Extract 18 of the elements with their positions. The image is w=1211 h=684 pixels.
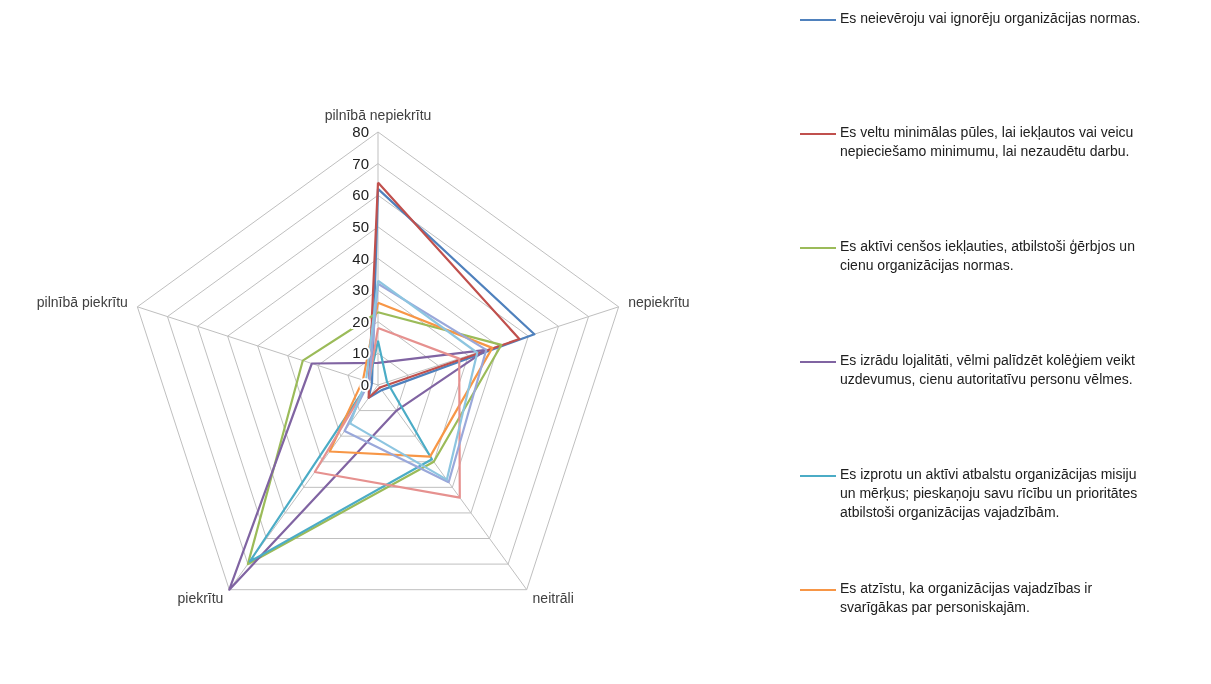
- legend-label: Es neievēroju vai ignorēju organizācijas normas.: [840, 10, 1141, 26]
- spoke-label: neitrāli: [532, 590, 574, 607]
- legend-label: Es atzīstu, ka organizācijas vajadzības ir svarīgākas par personiskajām.: [840, 580, 1093, 615]
- y-tick-label: 50: [352, 217, 369, 235]
- y-tick-label: 70: [352, 154, 369, 172]
- legend-label: Es izprotu un aktīvi atbalstu organizācijas misiju un mērķus; pieskaņoju savu rīcību un prioritātes atbilstoši organizācijas vajadzībām.: [840, 466, 1138, 520]
- y-tick-label: 30: [352, 281, 369, 299]
- y-tick-label: 10: [352, 344, 369, 362]
- y-tick-label: 60: [352, 186, 369, 204]
- legend-label: Es aktīvi cenšos iekļauties, atbilstoši ģērbjos un cienu organizācijas normas.: [840, 238, 1135, 273]
- spoke-label: nepiekrītu: [628, 294, 690, 311]
- spoke-label: pilnībā piekrītu: [36, 294, 128, 311]
- y-tick-label: 40: [352, 249, 369, 267]
- legend-label: Es izrādu lojalitāti, vēlmi palīdzēt kolēģiem veikt uzdevumus, cienu autoritatīvu personu vēlmes.: [840, 352, 1136, 387]
- spoke-label: pilnībā nepiekrītu: [324, 107, 432, 123]
- legend-label: Es veltu minimālas pūles, lai iekļautos vai veicu nepieciešamo minimumu, lai nezaudētu darbu.: [840, 124, 1134, 159]
- y-tick-label: 80: [352, 123, 369, 140]
- spoke-label: piekrītu: [177, 590, 224, 607]
